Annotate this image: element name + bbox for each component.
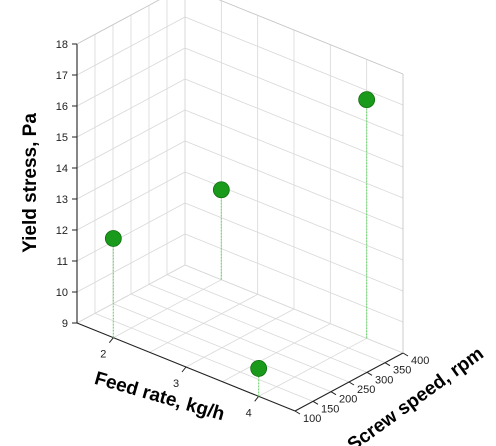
y-tick-mark bbox=[402, 352, 409, 357]
data-marks bbox=[104, 91, 376, 397]
y-tick-label: 150 bbox=[321, 403, 339, 415]
y-tick-label: 300 bbox=[375, 374, 393, 386]
back-wall-grid-line bbox=[184, 109, 404, 199]
y-tick-mark bbox=[366, 371, 373, 376]
y-tick-mark bbox=[312, 400, 319, 405]
z-tick-label: 12 bbox=[56, 225, 68, 237]
floor-grid-line bbox=[94, 312, 314, 402]
z-axis-title: Yield stress, Pa bbox=[20, 113, 41, 253]
tick-labels: 9 10 11 12 13 14 15 16 17 18 2 3 4 100150200250300350… bbox=[56, 39, 430, 425]
z-tick-label: 15 bbox=[56, 132, 68, 144]
z-tick-label: 13 bbox=[56, 194, 68, 206]
left-wall-grid-line bbox=[76, 109, 186, 169]
y-tick-label: 100 bbox=[303, 413, 321, 425]
z-tick-label: 9 bbox=[62, 318, 68, 330]
left-wall-grid-line bbox=[76, 78, 186, 138]
left-wall-grid-line bbox=[76, 16, 186, 76]
z-tick-label: 10 bbox=[56, 287, 68, 299]
left-wall-grid-line bbox=[76, 233, 186, 293]
floor-grid-line bbox=[130, 293, 350, 383]
left-wall-grid-line bbox=[76, 264, 186, 324]
left-wall-grid-line bbox=[76, 202, 186, 262]
y-tick-mark bbox=[384, 362, 391, 367]
x-tick-label: 4 bbox=[246, 407, 252, 419]
y-tick-label: 400 bbox=[411, 355, 429, 367]
data-point bbox=[358, 91, 376, 109]
z-tick-label: 18 bbox=[56, 39, 68, 51]
y-tick-label: 350 bbox=[393, 365, 411, 377]
x-axis-title: Feed rate, kg/h bbox=[92, 368, 227, 425]
y-tick-label: 200 bbox=[339, 394, 357, 406]
data-point bbox=[104, 230, 122, 247]
data-point bbox=[212, 181, 230, 199]
y-tick-mark bbox=[348, 381, 355, 386]
floor-grid-line bbox=[148, 283, 368, 373]
x-tick-label: 2 bbox=[100, 349, 106, 361]
z-tick-label: 17 bbox=[56, 70, 68, 82]
y-tick-label: 250 bbox=[357, 384, 375, 396]
x-tick-label: 3 bbox=[173, 378, 179, 390]
x-tick-mark bbox=[254, 396, 260, 402]
z-tick-label: 14 bbox=[56, 163, 68, 175]
data-point bbox=[250, 360, 268, 377]
left-wall-grid-line bbox=[76, 140, 186, 200]
floor-grid-line bbox=[112, 303, 332, 393]
floor-grid-line bbox=[166, 274, 386, 364]
left-wall-grid-line bbox=[76, 47, 186, 107]
z-tick-label: 11 bbox=[57, 256, 68, 268]
y-tick-mark bbox=[294, 410, 301, 415]
x-tick-mark bbox=[181, 366, 187, 373]
grid-panels bbox=[77, 0, 403, 411]
box-edge bbox=[218, 0, 404, 75]
x-tick-mark bbox=[108, 337, 114, 343]
y-tick-mark bbox=[330, 391, 337, 396]
z-tick-label: 16 bbox=[56, 101, 68, 113]
left-wall-grid-line bbox=[76, 171, 186, 231]
back-wall-grid-line bbox=[184, 16, 404, 106]
box-edge bbox=[76, 0, 160, 45]
